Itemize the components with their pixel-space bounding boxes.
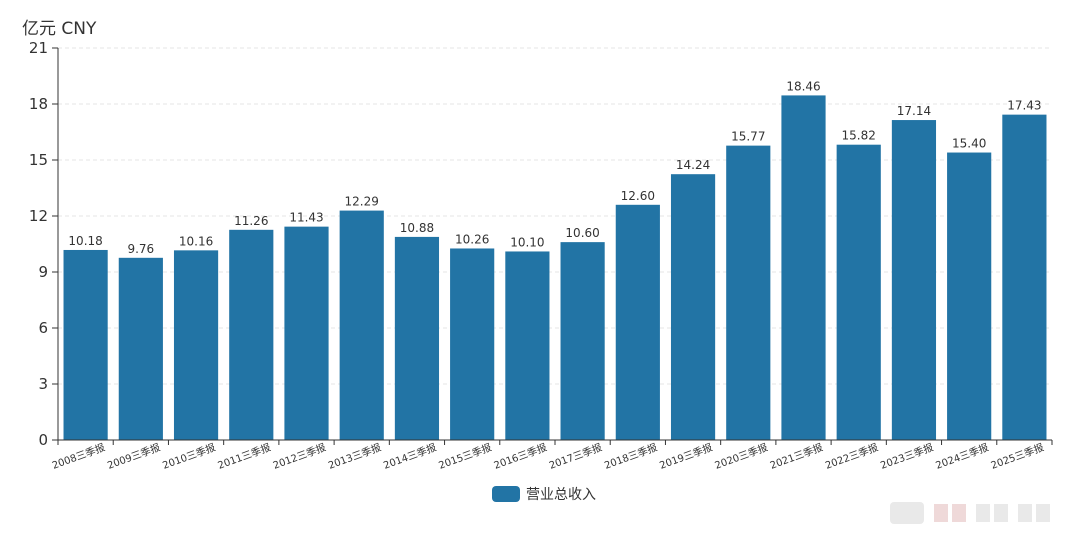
- bar: [670, 174, 716, 441]
- bar: [450, 248, 495, 440]
- data-label: 14.24: [676, 158, 710, 172]
- bar: [118, 257, 163, 440]
- data-label: 10.18: [68, 234, 102, 248]
- y-unit-label: 亿元 CNY: [22, 19, 97, 39]
- x-tick-label: 2023三季报: [879, 441, 936, 472]
- bar: [947, 152, 992, 441]
- data-labels: 10.18 9.76 10.16 11.26 11.43 12.29 10.88 10.26 1…: [68, 79, 1041, 255]
- grid-lines: [58, 47, 1052, 385]
- data-label: 11.43: [289, 211, 323, 225]
- data-label: 11.26: [234, 214, 268, 228]
- data-label: 10.60: [565, 226, 599, 240]
- bar: [394, 236, 440, 440]
- x-tick-label: 2010三季报: [161, 441, 218, 472]
- x-tick-label: 2017三季报: [547, 441, 604, 472]
- x-tick-label: 2022三季报: [823, 441, 880, 472]
- y-tick-label: 9: [38, 263, 48, 281]
- data-label: 15.77: [731, 130, 765, 144]
- bar: [229, 229, 274, 440]
- x-tick-label: 2009三季报: [105, 441, 162, 472]
- bar: [1002, 114, 1047, 440]
- y-tick-label: 12: [29, 207, 48, 225]
- data-label: 15.82: [842, 129, 876, 143]
- data-label: 17.14: [897, 104, 931, 118]
- watermark-logo: [890, 502, 1050, 524]
- x-tick-label: 2011三季报: [216, 441, 273, 472]
- bar: [284, 226, 329, 440]
- bar: [615, 204, 660, 440]
- y-tick-label: 15: [29, 151, 48, 169]
- x-tick-label: 2014三季报: [382, 441, 439, 472]
- x-tick-label: 2019三季报: [658, 441, 715, 472]
- y-tick-label: 18: [29, 95, 48, 113]
- x-tick-label: 2013三季报: [326, 441, 383, 472]
- x-tick-label: 2018三季报: [602, 441, 659, 472]
- bar: [173, 250, 219, 440]
- legend-swatch: [492, 486, 520, 502]
- bars: [63, 95, 1047, 441]
- bar: [836, 144, 881, 440]
- x-tick-label: 2025三季报: [989, 441, 1046, 472]
- data-label: 10.16: [179, 234, 213, 248]
- data-label: 18.46: [786, 79, 820, 93]
- y-tick-label: 6: [38, 319, 48, 337]
- x-tick-label: 2021三季报: [768, 441, 825, 472]
- x-tick-label: 2020三季报: [713, 441, 770, 472]
- y-tick-label: 3: [38, 375, 48, 393]
- x-tick-label: 2024三季报: [934, 441, 991, 472]
- bar: [63, 249, 108, 440]
- data-label: 17.43: [1007, 99, 1041, 113]
- y-tick-label: 0: [38, 431, 48, 449]
- legend-label: 营业总收入: [526, 487, 596, 503]
- data-label: 12.29: [345, 195, 379, 209]
- data-label: 10.10: [510, 235, 544, 249]
- data-label: 9.76: [127, 242, 154, 256]
- data-label: 10.88: [400, 221, 434, 235]
- x-tick-label: 2016三季报: [492, 441, 549, 472]
- bar: [781, 95, 826, 440]
- x-tick-label: 2015三季报: [437, 441, 494, 472]
- y-tick-label: 21: [29, 39, 48, 57]
- legend[interactable]: 营业总收入: [492, 484, 596, 504]
- data-label: 15.40: [952, 137, 986, 151]
- bar: [726, 145, 771, 441]
- x-tick-label: 2008三季报: [50, 441, 107, 472]
- bar: [891, 120, 937, 440]
- x-tick-label: 2012三季报: [271, 441, 328, 472]
- bar: [560, 242, 605, 440]
- bar: [339, 210, 384, 440]
- data-label: 12.60: [621, 189, 655, 203]
- data-label: 10.26: [455, 232, 489, 246]
- bar: [505, 251, 550, 440]
